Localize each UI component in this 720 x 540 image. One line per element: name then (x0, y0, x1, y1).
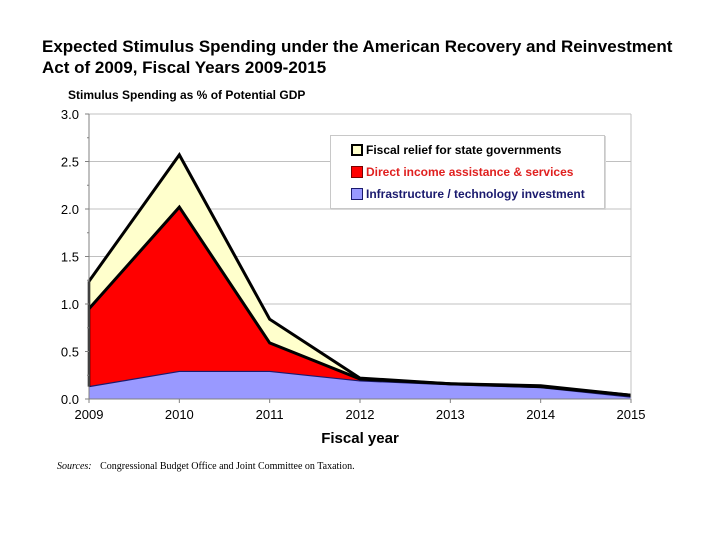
chart-title: Expected Stimulus Spending under the Ame… (42, 36, 702, 78)
stacked-areas (87, 152, 632, 399)
sources-label: Sources: (57, 461, 92, 472)
y-tick-label: 1.5 (61, 250, 79, 265)
y-tick-label: 3.0 (61, 107, 79, 122)
x-axis-ticks: 2009 2010 2011 2012 2013 2014 2015 (75, 399, 646, 422)
y-tick-label: 0.0 (61, 392, 79, 407)
area-direct_income (89, 207, 631, 398)
x-axis-label: Fiscal year (321, 430, 399, 447)
legend-item-direct-income: Direct income assistance & services (351, 165, 573, 179)
line-fiscal_relief (87, 152, 632, 397)
legend-swatch-direct-income (351, 166, 363, 178)
legend-label-infrastructure: Infrastructure / technology investment (366, 187, 585, 201)
legend-label-direct-income: Direct income assistance & services (366, 165, 574, 179)
chart-legend: Fiscal relief for state governments Dire… (330, 135, 605, 209)
chart-title-line-1: Expected Stimulus Spending under the Ame… (42, 37, 673, 56)
y-tick-label: 2.0 (61, 202, 79, 217)
y-tick-label: 0.5 (61, 345, 79, 360)
legend-swatch-infrastructure (351, 188, 363, 200)
y-tick-label: 2.5 (61, 155, 79, 170)
x-tick-label: 2012 (346, 407, 375, 422)
x-tick-label: 2011 (256, 407, 284, 422)
x-tick-label: 2015 (617, 407, 646, 422)
chart-title-line-2: Act of 2009, Fiscal Years 2009-2015 (42, 58, 327, 77)
legend-item-infrastructure: Infrastructure / technology investment (351, 187, 585, 201)
chart-subtitle: Stimulus Spending as % of Potential GDP (68, 88, 306, 102)
y-axis-ticks: 0.0 0.5 1.0 1.5 2.0 2.5 3.0 (61, 107, 89, 407)
y-tick-label: 1.0 (61, 297, 79, 312)
legend-item-fiscal-relief: Fiscal relief for state governments (351, 143, 561, 157)
area-infrastructure (89, 371, 631, 399)
x-tick-label: 2013 (436, 407, 465, 422)
sources-text: Congressional Budget Office and Joint Co… (100, 461, 355, 472)
legend-label-fiscal-relief: Fiscal relief for state governments (366, 143, 562, 157)
sources-note: Sources: Congressional Budget Office and… (57, 461, 355, 472)
legend-swatch-fiscal-relief (351, 144, 363, 156)
x-tick-label: 2009 (75, 407, 104, 422)
x-tick-label: 2010 (165, 407, 194, 422)
x-tick-label: 2014 (526, 407, 555, 422)
